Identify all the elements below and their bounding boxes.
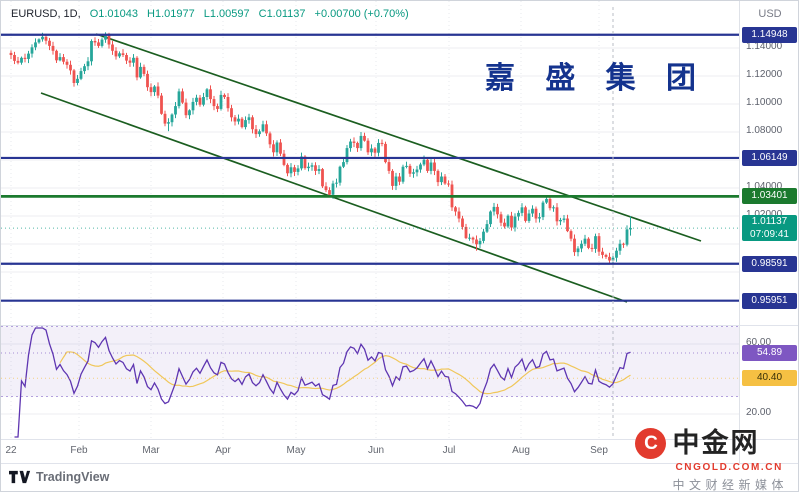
tradingview-label: TradingView xyxy=(36,470,110,484)
time-label: Aug xyxy=(512,445,530,456)
symbol-legend: EURUSD, 1D, O1.01043 H1.01977 L1.00597 C… xyxy=(11,8,409,20)
tradingview-icon xyxy=(9,470,31,484)
timeaxis-separator xyxy=(1,439,798,440)
broker-watermark: 嘉 盛 集 团 xyxy=(485,62,708,95)
price-chart-canvas[interactable] xyxy=(1,1,739,439)
ohlc-open: O1.01043 xyxy=(89,8,139,20)
price-grid-label: 1.14000 xyxy=(746,41,783,52)
cngold-watermark: C 中金网 CNGOLD.COM.CN 中文财经新媒体 xyxy=(635,428,788,492)
price-grid-label: 1.12000 xyxy=(746,69,783,80)
time-label: Apr xyxy=(215,445,231,456)
time-label: Jul xyxy=(442,445,456,456)
price-axis[interactable]: USD 1.14000 1.12000 1.10000 1.08000 1.04000 1… xyxy=(739,1,798,463)
level-price-badge: 1.06149 xyxy=(742,149,797,166)
level-price-badge: 1.14948 xyxy=(742,26,797,43)
level-price-badge: 0.98591 xyxy=(742,255,797,272)
cngold-name: 中金网 xyxy=(672,428,760,458)
ohlc-low: L1.00597 xyxy=(203,8,250,20)
time-label: 22 xyxy=(5,445,17,456)
price-grid-label: 1.10000 xyxy=(746,97,783,108)
symbol-title: EURUSD, 1D, xyxy=(11,8,81,20)
time-label: Feb xyxy=(70,445,88,456)
ohlc-close: C1.01137 xyxy=(258,8,306,20)
time-label: Jun xyxy=(367,445,385,456)
time-label: May xyxy=(286,445,306,456)
rsi-grid-label: 20.00 xyxy=(746,407,772,418)
rsi-value-badge: 40.40 xyxy=(742,370,797,387)
time-label: Mar xyxy=(142,445,160,456)
ohlc-change: +0.00700 (+0.70%) xyxy=(314,8,409,20)
footer-separator xyxy=(1,463,798,464)
cngold-tagline: 中文财经新媒体 xyxy=(672,478,788,492)
tradingview-logo-link[interactable]: TradingView xyxy=(9,470,109,484)
axis-currency-label: USD xyxy=(758,8,782,20)
time-label: Sep xyxy=(590,445,608,456)
time-axis[interactable]: 22 Feb Mar Apr May Jun Jul Aug Sep xyxy=(1,439,739,463)
price-grid-label: 1.02000 xyxy=(746,209,782,220)
last-price-badge: 1.01137 07:09:41 xyxy=(742,215,797,242)
rsi-value-badge: 54.89 xyxy=(742,344,797,361)
pane-separator xyxy=(1,325,798,326)
price-grid-label: 1.04000 xyxy=(746,181,783,192)
level-price-badge: 0.95951 xyxy=(742,292,797,309)
price-grid-label: 1.08000 xyxy=(746,125,783,136)
ohlc-high: H1.01977 xyxy=(147,8,195,20)
rsi-grid-label: 60.00 xyxy=(746,337,772,348)
cngold-domain: CNGOLD.COM.CN xyxy=(675,462,783,473)
cngold-logo-icon: C xyxy=(635,428,667,459)
level-price-badge: 1.03401 xyxy=(742,188,797,205)
